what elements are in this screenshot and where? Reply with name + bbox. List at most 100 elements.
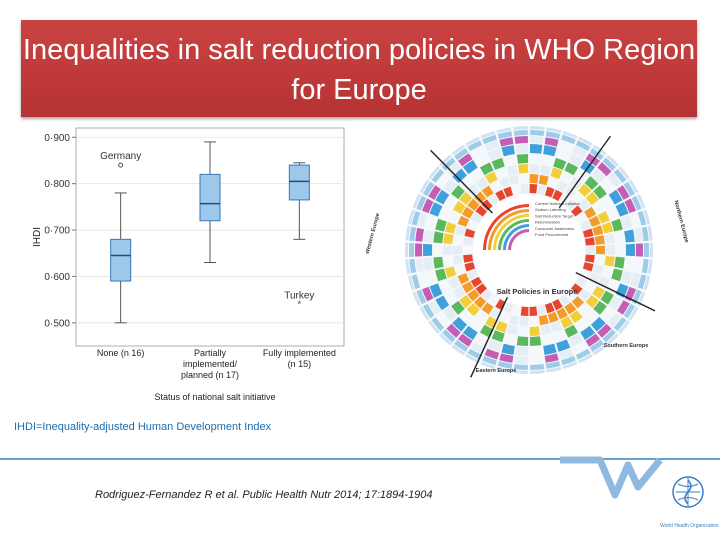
wheel-segment (415, 243, 423, 257)
wheel-segment (593, 300, 607, 315)
wheel-segment (433, 231, 444, 244)
wheel-segment (624, 198, 637, 214)
wheel-segment (584, 176, 599, 190)
wheel-segment (593, 185, 607, 200)
wheel-segment (628, 179, 639, 194)
wheel-segment (588, 273, 601, 285)
y-tick-label: 0·600 (44, 272, 70, 283)
wheel-segment (475, 310, 489, 324)
wheel-segment (544, 353, 559, 363)
wheel-segment (428, 300, 441, 315)
wheel-segment (601, 222, 614, 234)
legend-arc (483, 204, 529, 250)
wheel-segment (453, 286, 466, 299)
wheel-segment (529, 306, 538, 316)
wheel-segment (411, 274, 421, 290)
wheel-segment (465, 136, 480, 146)
wheel-segment (561, 355, 576, 366)
wheel-segment (499, 137, 514, 147)
wheel-segment (529, 346, 543, 356)
wheel-segment (503, 302, 514, 314)
wheel-segment (641, 226, 649, 242)
wheel-segment (578, 303, 592, 317)
wheel-segment (589, 339, 604, 352)
wheel-segment (495, 167, 508, 180)
wheel-segment (519, 174, 529, 184)
wheel-segment (615, 283, 629, 298)
wheel-segment (454, 339, 469, 352)
wheel-segment (540, 324, 552, 336)
wheel-segment (457, 153, 473, 167)
wheel-segment (597, 162, 612, 177)
wheel-segment (604, 256, 615, 267)
wheel-segment (470, 341, 486, 355)
divider-sw (470, 296, 508, 378)
wheel-segment (504, 155, 517, 166)
wheel-segment (649, 242, 653, 258)
wheel-segment (607, 312, 622, 327)
wheel-segment (584, 254, 595, 263)
wheel-segment (582, 262, 594, 272)
wheel-segment (607, 173, 622, 188)
wheel-segment (530, 126, 545, 130)
wheel-segment (605, 244, 615, 256)
wheel-segment (529, 154, 542, 164)
wheel-segment (453, 201, 466, 214)
wheel-segment (459, 176, 474, 190)
wheel-segment (417, 272, 428, 288)
wheel-segment (597, 323, 612, 338)
wheel-segment (558, 348, 574, 360)
x-axis-label: Status of national salt initiative (154, 392, 275, 402)
wheel-segment (459, 191, 473, 205)
wheel-segment (578, 354, 593, 364)
wheel-segment (579, 269, 591, 280)
wheel-segment (412, 291, 422, 306)
wheel-segment (631, 195, 642, 211)
wheel-segment (608, 189, 623, 205)
wheel-segment (495, 320, 508, 333)
wheel-segment (451, 144, 466, 156)
wheel-segment (511, 184, 521, 195)
wheel-segment (451, 344, 466, 356)
y-tick-label: 0·900 (44, 133, 70, 144)
wheel-segment (529, 184, 538, 194)
wheel-segment (578, 136, 593, 146)
wheel-segment (643, 275, 651, 291)
wheel-segment (568, 333, 584, 347)
wheel-segment (569, 310, 583, 324)
wheel-segment (499, 177, 511, 189)
wheel-segment (584, 206, 597, 219)
wheel-segment (475, 283, 487, 295)
wheel-segment (415, 258, 425, 273)
wheel-segment (513, 130, 528, 136)
wheel-segment (490, 180, 502, 193)
wheel-segment (537, 305, 547, 316)
wheel-segment (602, 157, 616, 171)
wheel-segment (457, 333, 473, 347)
wheel-segment (467, 198, 480, 211)
wheel-segment (584, 310, 599, 324)
wheel-segment (435, 189, 450, 205)
wheel-segment (530, 364, 545, 370)
wheel-segment (411, 210, 421, 226)
wheel-segment (480, 130, 496, 139)
wheel-segment (615, 244, 625, 256)
wheel-segment (433, 256, 444, 269)
wheel-segment (590, 168, 606, 184)
wheel-segment (637, 210, 647, 226)
wheel-segment (487, 294, 499, 307)
wheel-segment (600, 178, 615, 194)
box-2 (199, 141, 221, 264)
title-banner: Inequalities in salt reduction policies … (21, 20, 697, 117)
boxplot-chart: 0·500 0·600 0·700 0·800 0·900 IHDI None (n 16)… (32, 127, 345, 402)
wheel-segment (491, 330, 505, 343)
wheel-segment (442, 157, 456, 171)
wheel-segment (637, 274, 647, 290)
wheel-segment (451, 185, 465, 200)
wheel-segment (617, 300, 630, 315)
wheel-segment (601, 266, 614, 278)
wheel-segment (597, 276, 610, 289)
outlier-point (118, 162, 124, 168)
wheel-segment (423, 303, 435, 319)
wheel-segment (473, 296, 487, 309)
